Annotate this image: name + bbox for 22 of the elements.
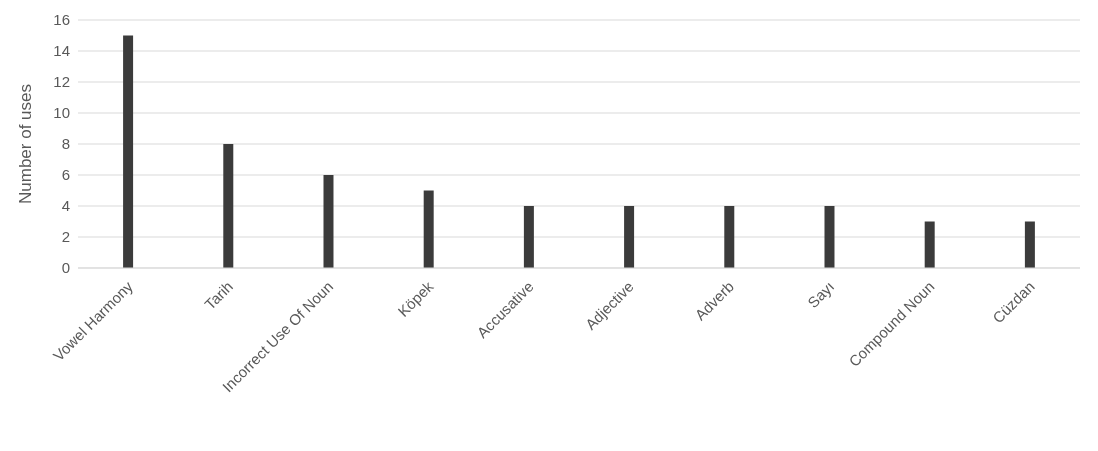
x-tick-label: Sayı	[804, 277, 838, 311]
bar	[924, 221, 935, 268]
bar	[223, 144, 234, 268]
y-tick-label: 16	[53, 11, 70, 29]
bar	[1024, 221, 1035, 268]
y-tick-label: 6	[61, 166, 70, 184]
bar	[624, 206, 635, 268]
bar	[323, 175, 334, 268]
y-tick-label: 4	[61, 197, 70, 215]
y-tick-label: 8	[61, 135, 70, 153]
y-axis-title: Number of uses	[16, 84, 36, 204]
y-tick-label: 14	[53, 42, 70, 60]
y-tick-label: 2	[61, 228, 70, 246]
bar	[423, 190, 434, 268]
y-tick-label: 12	[53, 73, 70, 91]
bar	[724, 206, 735, 268]
bar	[824, 206, 835, 268]
bar	[523, 206, 534, 268]
x-tick-label: Tarih	[201, 277, 237, 313]
y-tick-label: 0	[61, 259, 70, 277]
y-tick-label: 10	[53, 104, 70, 122]
bar	[123, 35, 134, 268]
